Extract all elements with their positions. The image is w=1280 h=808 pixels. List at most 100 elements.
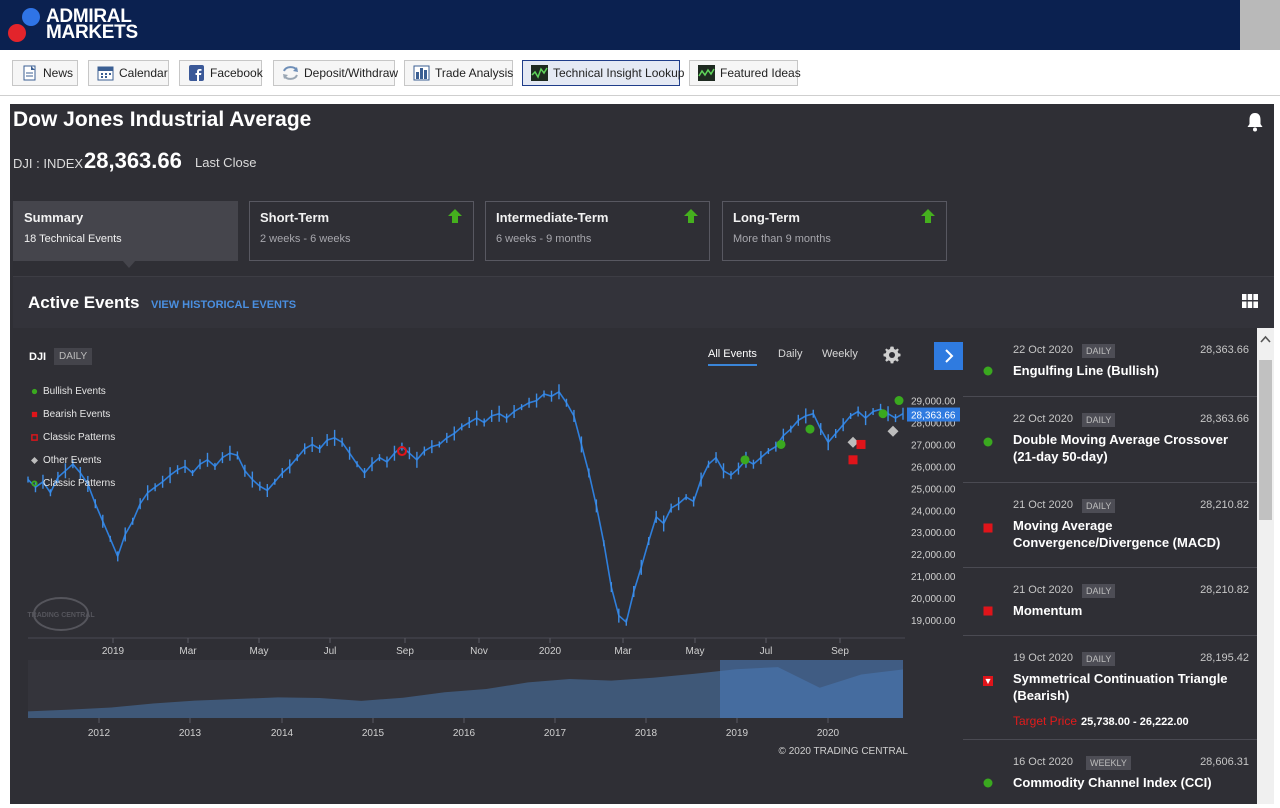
legend-marker-shape[interactable] (31, 388, 38, 395)
bell-icon[interactable] (1246, 112, 1264, 132)
trade-analysis-button-label: Trade Analysis (435, 66, 514, 80)
x-tick-label: Mar (614, 646, 632, 657)
tab-intermediate-term-name: Intermediate-Term (496, 210, 609, 225)
event-name: Moving Average Convergence/Divergence (M… (1013, 518, 1221, 550)
chart-legend: Bullish Events Bearish Events Classic Patt… (31, 384, 115, 499)
chart-event-marker[interactable] (776, 439, 786, 449)
navigator-selection[interactable] (720, 660, 903, 718)
price-chart-area: 29,000.00 28,000.00 27,000.00 26,000.00 25,0… (13, 328, 964, 804)
legend-marker-shape[interactable] (31, 457, 38, 464)
price-chart[interactable]: 29,000.00 28,000.00 27,000.00 26,000.00 25,0… (13, 328, 962, 804)
period-weekly[interactable]: Weekly (822, 348, 858, 360)
event-name: Symmetrical Continuation Triangle (Beari… (1013, 671, 1228, 703)
x-tick-label: 2020 (539, 646, 562, 657)
chart-event-marker[interactable] (878, 409, 888, 419)
news-button-label: News (43, 66, 74, 80)
legend-item[interactable]: Classic Patterns (31, 430, 115, 453)
featured-ideas-label: Featured Ideas (720, 66, 801, 80)
event-list-item[interactable]: 19 Oct 2020 DAILY 28,195.42 Symmetrical Con… (963, 636, 1257, 740)
event-list-item[interactable]: 22 Oct 2020 DAILY 28,363.66 Double Moving A… (963, 397, 1257, 483)
legend-item[interactable]: Other Events (31, 453, 115, 476)
events-list-scrollbar[interactable] (1257, 328, 1274, 804)
event-price: 28,210.82 (1200, 499, 1249, 511)
event-marker-shape[interactable] (983, 778, 993, 788)
event-marker-icon (983, 366, 993, 376)
x-tick-label: Sep (831, 646, 849, 657)
x-tick-label: Sep (396, 646, 414, 657)
featured-ideas-button[interactable]: Featured Ideas (689, 60, 801, 86)
legend-marker-shape[interactable] (31, 480, 38, 487)
event-name: Commodity Channel Index (CCI) (1013, 775, 1212, 790)
tab-long-term[interactable]: Long-Term More than 9 months (722, 201, 947, 261)
event-date: 16 Oct 2020 (1013, 756, 1073, 768)
facebook-button-label: Facebook (210, 66, 263, 80)
logo-text-line1: ADMIRAL (46, 6, 132, 27)
chart-event-marker[interactable] (847, 436, 859, 448)
expand-list-button[interactable] (934, 342, 964, 370)
tab-short-term[interactable]: Short-Term 2 weeks - 6 weeks (249, 201, 474, 261)
chart-event-marker[interactable] (856, 439, 866, 449)
legend-marker-shape[interactable] (31, 434, 38, 441)
legend-marker-icon (31, 411, 38, 418)
technical-insight-lookup-button[interactable]: Technical Insight Lookup (522, 60, 684, 86)
event-name: Engulfing Line (Bullish) (1013, 363, 1159, 378)
x-tick-label: May (686, 646, 705, 657)
event-list-item[interactable]: 21 Oct 2020 DAILY 28,210.82 Momentum (963, 568, 1257, 636)
event-marker-shape[interactable] (983, 606, 993, 616)
event-marker-shape[interactable] (983, 366, 993, 376)
event-list-item[interactable]: 22 Oct 2020 DAILY 28,363.66 Engulfing Line … (963, 328, 1257, 397)
facebook-icon (189, 65, 204, 81)
event-marker-glyph[interactable] (985, 678, 991, 685)
tab-short-term-name: Short-Term (260, 210, 330, 225)
deposit-withdraw-button[interactable]: Deposit/Withdraw (273, 60, 398, 86)
trade-analysis-button[interactable]: Trade Analysis (404, 60, 513, 86)
event-frequency-badge: DAILY (1082, 499, 1116, 513)
chart-event-marker[interactable] (887, 425, 899, 437)
chart-event-marker[interactable] (848, 455, 858, 465)
event-price: 28,363.66 (1200, 413, 1249, 425)
legend-marker-shape[interactable] (31, 411, 38, 418)
event-marker-icon (983, 676, 993, 686)
event-marker-shape[interactable] (983, 523, 993, 533)
chart-event-marker[interactable] (397, 446, 407, 457)
event-list-item[interactable]: 21 Oct 2020 DAILY 28,210.82 Moving Average … (963, 483, 1257, 568)
period-all-events[interactable]: All Events (708, 348, 757, 366)
window-scrollbar-stub[interactable] (1240, 0, 1280, 50)
scrollbar-thumb[interactable] (1259, 360, 1272, 520)
view-historical-events-link[interactable]: VIEW HISTORICAL EVENTS (151, 299, 297, 311)
legend-item[interactable]: Bearish Events (31, 407, 115, 430)
price-series-line[interactable] (27, 390, 904, 624)
admiral-markets-logo[interactable]: ADMIRAL MARKETS (8, 6, 148, 44)
event-date: 21 Oct 2020 (1013, 584, 1073, 596)
chart-event-marker[interactable] (894, 396, 904, 406)
facebook-button[interactable]: Facebook (179, 60, 263, 86)
event-date: 22 Oct 2020 (1013, 344, 1073, 356)
technical-insight-lookup-label: Technical Insight Lookup (553, 66, 685, 80)
legend-label: Classic Patterns (43, 432, 116, 443)
y-tick-label: 22,000.00 (911, 550, 956, 561)
logo-red-dot (8, 24, 26, 42)
y-tick-label: 23,000.00 (911, 528, 956, 539)
event-price: 28,606.31 (1200, 756, 1249, 768)
event-date: 19 Oct 2020 (1013, 652, 1073, 664)
news-button[interactable]: News (12, 60, 78, 86)
legend-item[interactable]: Classic Patterns (31, 476, 115, 499)
chart-event-marker[interactable] (805, 424, 815, 434)
technical-insight-panel: Dow Jones Industrial Average DJI : INDEX… (10, 104, 1274, 804)
chart-event-marker[interactable] (740, 455, 750, 465)
chevron-up-icon[interactable] (1260, 334, 1271, 345)
tab-intermediate-term[interactable]: Intermediate-Term 6 weeks - 9 months (485, 201, 710, 261)
gear-icon[interactable] (883, 346, 901, 364)
navigator-tick-label: 2019 (726, 728, 749, 739)
period-daily[interactable]: Daily (778, 348, 803, 360)
grid-view-icon[interactable] (1242, 294, 1258, 308)
event-list-item[interactable]: 16 Oct 2020 WEEKLY 28,606.31 Commodity Chan… (963, 740, 1257, 804)
calendar-button[interactable]: Calendar (88, 60, 169, 86)
legend-item[interactable]: Bullish Events (31, 384, 115, 407)
tab-summary-name: Summary (24, 210, 84, 225)
tab-summary[interactable]: Summary 18 Technical Events (13, 201, 238, 261)
y-tick-label: 29,000.00 (911, 397, 956, 408)
event-marker-shape[interactable] (983, 437, 993, 447)
y-tick-label: 19,000.00 (911, 616, 956, 627)
calendar-icon (97, 66, 114, 81)
